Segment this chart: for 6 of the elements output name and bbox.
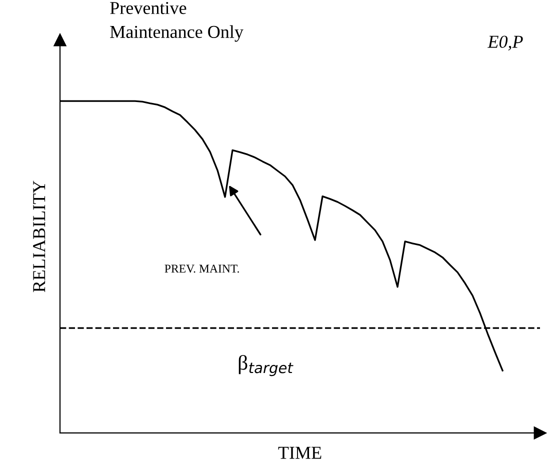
chart-title: Preventive Maintenance Only [110, 2, 244, 42]
y-axis-title: RELIABILITY [33, 180, 46, 292]
text: E0,P [488, 36, 523, 50]
ref-line-label: β$_{target}$ [238, 354, 294, 376]
annotation: PREV. MAINT. [164, 264, 239, 273]
x-axis-title: TIME [278, 446, 322, 459]
